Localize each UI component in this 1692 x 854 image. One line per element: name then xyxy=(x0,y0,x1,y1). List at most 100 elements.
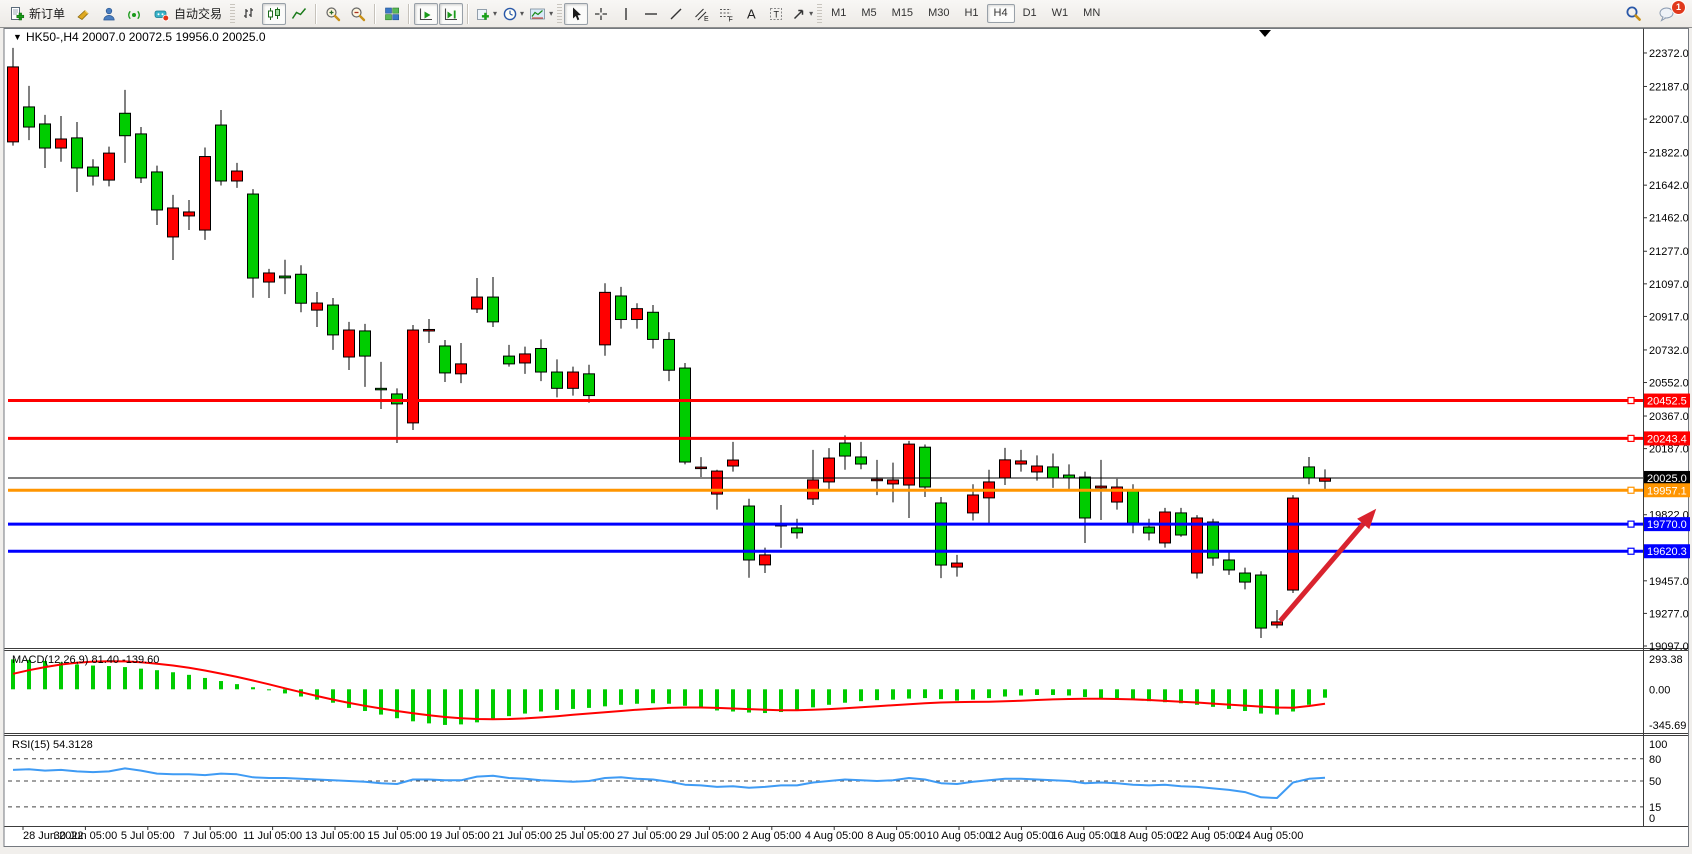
toolbar-separator xyxy=(467,3,470,24)
hline-marker[interactable] xyxy=(1627,434,1635,443)
notifications-button[interactable]: 1 xyxy=(1655,0,1686,25)
candle-body xyxy=(375,387,387,391)
candle-body xyxy=(647,311,659,340)
zoom-in-button[interactable] xyxy=(321,3,345,25)
toolbar-separator xyxy=(374,3,377,24)
price-line-label-box xyxy=(1644,544,1690,559)
timeframe-button-MN[interactable]: MN xyxy=(1083,7,1101,19)
trend-arrow-annotation[interactable] xyxy=(1278,508,1377,623)
cursor-tool-button[interactable] xyxy=(564,2,589,25)
macd-scale-label: 293.38 xyxy=(1649,654,1683,666)
search-icon xyxy=(1626,6,1641,21)
macd-histogram-bar xyxy=(1243,689,1247,711)
arrows-dropdown-button[interactable]: ▾ xyxy=(789,3,815,25)
candle-body xyxy=(295,273,307,304)
new-order-label: 新订单 xyxy=(29,7,66,21)
notification-badge: 1 xyxy=(1670,0,1686,15)
new-order-button[interactable]: 新订单 xyxy=(3,3,71,25)
candle-body xyxy=(279,275,291,279)
periods-dropdown-button[interactable]: ▾ xyxy=(500,3,526,25)
candle-body xyxy=(839,442,851,457)
candle-body xyxy=(583,373,595,397)
profile-button[interactable] xyxy=(97,3,121,25)
styler-button[interactable] xyxy=(72,3,96,25)
trendline-tool-button[interactable] xyxy=(664,3,688,25)
candle-body xyxy=(407,329,419,424)
time-label: 25 Jul 05:00 xyxy=(555,830,615,842)
hline-marker[interactable] xyxy=(1627,547,1635,555)
text-tool-button[interactable]: A xyxy=(739,3,763,25)
equidistant-channel-icon: E xyxy=(695,8,709,22)
auto-scroll-button[interactable] xyxy=(414,2,439,25)
candle-body xyxy=(1159,511,1171,544)
macd-histogram-bar xyxy=(1163,689,1167,703)
macd-histogram-bar xyxy=(363,689,367,711)
tile-windows-icon xyxy=(385,7,400,20)
chart-shift-button[interactable] xyxy=(439,2,464,25)
timeframe-button-M30[interactable]: M30 xyxy=(928,7,950,19)
macd-histogram-bar xyxy=(891,689,895,700)
macd-histogram-bar xyxy=(107,666,111,690)
indicators-dropdown-button[interactable]: ▾ xyxy=(473,3,499,25)
trade-group: 新订单 自动交易 xyxy=(3,3,228,25)
hline-marker[interactable] xyxy=(1627,396,1635,405)
broadcast-icon xyxy=(128,10,140,19)
candle-body xyxy=(791,527,803,534)
horizontal-line-tool-button[interactable] xyxy=(639,3,663,25)
fibonacci-tool-button[interactable]: F xyxy=(714,3,738,25)
candle-body xyxy=(87,166,99,177)
signals-button[interactable] xyxy=(122,3,146,25)
line-chart-button[interactable] xyxy=(287,3,311,25)
chart-canvas[interactable]: 22372.0 22187.0 22007.0 21822.0 21642.0 21462… xyxy=(0,27,1692,849)
hline-marker[interactable] xyxy=(1627,486,1635,494)
price-line-label: 20025.0 xyxy=(1647,473,1687,485)
hline-marker[interactable] xyxy=(1627,520,1635,528)
timeframe-button-M1[interactable]: M1 xyxy=(831,7,847,19)
chart-shift-icon xyxy=(444,8,458,20)
zoom-out-button[interactable] xyxy=(346,3,370,25)
macd-scale-label: -345.69 xyxy=(1649,720,1686,732)
candle-body xyxy=(327,304,339,336)
auto-trading-button[interactable]: 自动交易 xyxy=(147,3,228,25)
crosshair-tool-button[interactable] xyxy=(589,3,613,25)
candle-body xyxy=(1255,574,1267,629)
search-button[interactable] xyxy=(1621,3,1645,25)
candle-body xyxy=(455,363,467,375)
macd-histogram-bar xyxy=(843,689,847,703)
symbol-dropdown-arrow[interactable]: ▼ xyxy=(13,32,22,42)
bar-chart-button[interactable] xyxy=(237,3,261,25)
megaphone-icon xyxy=(77,9,89,20)
text-icon: A xyxy=(747,6,756,21)
time-label: 5 Jul 05:00 xyxy=(121,830,175,842)
macd-histogram-bar xyxy=(459,689,463,725)
fibonacci-icon: F xyxy=(720,8,733,22)
macd-histogram-bar xyxy=(1323,689,1327,698)
candle-body xyxy=(727,459,739,467)
price-line-label: 20452.5 xyxy=(1647,396,1687,408)
time-label: 22 Aug 05:00 xyxy=(1176,830,1241,842)
macd-histogram-bar xyxy=(939,689,943,700)
candle-body xyxy=(199,156,211,231)
macd-histogram-bar xyxy=(731,689,735,712)
macd-histogram-bar xyxy=(11,659,15,690)
chart-shift-marker[interactable] xyxy=(1259,30,1271,37)
tile-windows-button[interactable] xyxy=(380,3,404,25)
horizontal-line-icon xyxy=(645,12,658,15)
templates-dropdown-button[interactable]: ▾ xyxy=(527,3,555,25)
vertical-line-tool-button[interactable] xyxy=(614,3,638,25)
label-tool-button[interactable]: T xyxy=(764,3,788,25)
time-label: 29 Jul 05:00 xyxy=(679,830,739,842)
timeframe-button-M5[interactable]: M5 xyxy=(861,7,877,19)
timeframe-button-H4[interactable]: H4 xyxy=(986,4,1015,23)
timeframe-button-D1[interactable]: D1 xyxy=(1022,7,1037,19)
candlestick-chart-button[interactable] xyxy=(262,2,287,25)
timeframe-button-W1[interactable]: W1 xyxy=(1051,7,1069,19)
macd-histogram-bar xyxy=(987,689,991,699)
macd-histogram-bar xyxy=(251,687,255,690)
time-label: 10 Aug 05:00 xyxy=(927,830,992,842)
channel-tool-button[interactable]: E xyxy=(689,3,713,25)
timeframe-button-M15[interactable]: M15 xyxy=(891,7,914,19)
timeframe-button-H1[interactable]: H1 xyxy=(964,7,979,19)
